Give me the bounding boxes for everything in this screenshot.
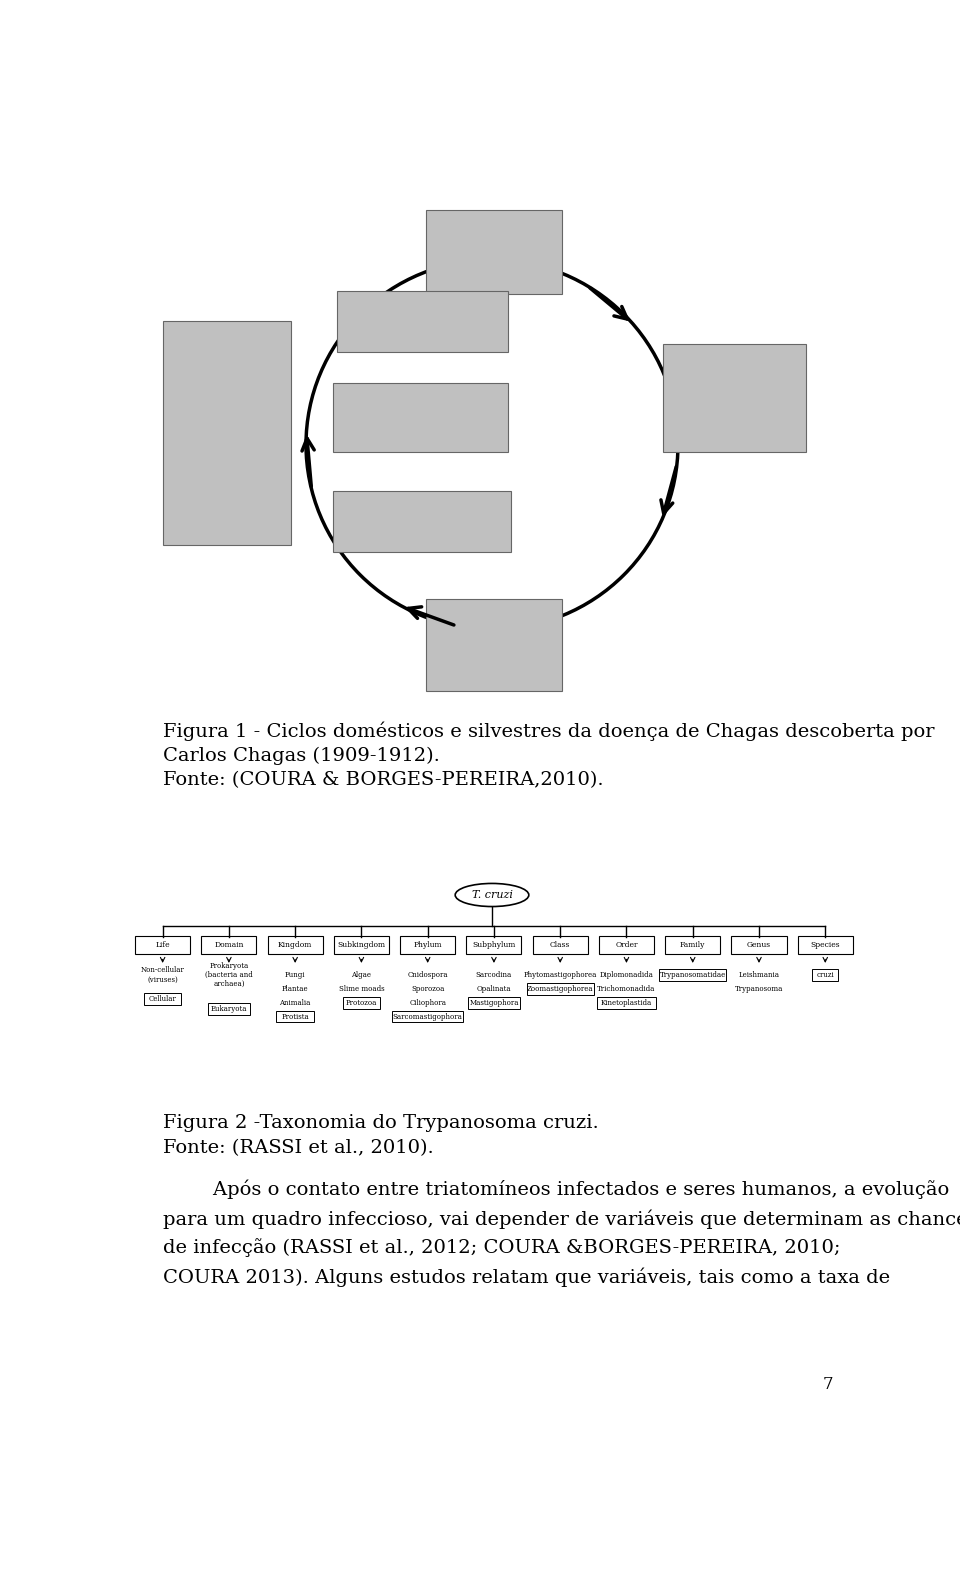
Text: COURA 2013). Alguns estudos relatam que variáveis, tais como a taxa de: COURA 2013). Alguns estudos relatam que … [162,1268,890,1287]
Text: de infecção (RASSI et al., 2012; COURA &BORGES-PEREIRA, 2010;: de infecção (RASSI et al., 2012; COURA &… [162,1238,840,1257]
Text: Life: Life [156,941,170,949]
Text: Genus: Genus [747,941,771,949]
Text: 7: 7 [823,1376,833,1393]
Text: Cellular: Cellular [149,995,177,1003]
Text: Class: Class [550,941,570,949]
Text: Animalia: Animalia [279,998,311,1006]
FancyBboxPatch shape [426,598,562,690]
FancyBboxPatch shape [400,936,455,954]
Text: Protozoa: Protozoa [346,998,377,1006]
FancyBboxPatch shape [665,936,720,954]
FancyBboxPatch shape [144,993,181,1005]
FancyBboxPatch shape [596,997,657,1009]
Text: cruzi: cruzi [816,971,834,979]
FancyBboxPatch shape [732,936,786,954]
Text: Cnidospora: Cnidospora [407,971,448,979]
FancyBboxPatch shape [202,936,256,954]
Text: Opalinata: Opalinata [476,986,512,993]
FancyBboxPatch shape [393,1011,463,1022]
Text: Figura 1 - Ciclos domésticos e silvestres da doença de Chagas descoberta por: Figura 1 - Ciclos domésticos e silvestre… [162,722,934,741]
Text: Eukaryota: Eukaryota [210,1005,247,1013]
Text: Trypanosoma: Trypanosoma [734,986,783,993]
Text: Carlos Chagas (1909-1912).: Carlos Chagas (1909-1912). [162,746,440,765]
Text: Fungi: Fungi [285,971,305,979]
FancyBboxPatch shape [467,936,521,954]
FancyBboxPatch shape [662,344,805,452]
Text: Fonte: (COURA & BORGES-PEREIRA,2010).: Fonte: (COURA & BORGES-PEREIRA,2010). [162,771,603,789]
FancyBboxPatch shape [527,984,594,995]
FancyBboxPatch shape [337,290,508,352]
Text: Kinetoplastida: Kinetoplastida [601,998,652,1006]
Text: Family: Family [680,941,706,949]
FancyBboxPatch shape [599,936,654,954]
Text: Mastigophora: Mastigophora [469,998,518,1006]
Text: Order: Order [615,941,637,949]
Text: Protista: Protista [281,1013,309,1020]
Text: Zoomastigophorea: Zoomastigophorea [527,986,593,993]
Text: Sarcomastigophora: Sarcomastigophora [393,1013,463,1020]
FancyBboxPatch shape [208,1003,250,1014]
FancyBboxPatch shape [135,936,190,954]
FancyBboxPatch shape [468,997,520,1009]
Text: Prokaryota
(bacteria and
archaea): Prokaryota (bacteria and archaea) [205,962,252,989]
FancyBboxPatch shape [426,209,562,295]
Text: Sporozoa: Sporozoa [411,986,444,993]
FancyBboxPatch shape [660,970,727,981]
FancyBboxPatch shape [276,1011,314,1022]
Text: Trypanosomatidae: Trypanosomatidae [660,971,726,979]
Text: Após o contato entre triatomíneos infectados e seres humanos, a evolução: Após o contato entre triatomíneos infect… [162,1179,948,1200]
Text: Phytomastigophorea: Phytomastigophorea [523,971,597,979]
FancyBboxPatch shape [162,321,291,544]
FancyBboxPatch shape [334,936,389,954]
Text: Domain: Domain [214,941,244,949]
FancyBboxPatch shape [268,936,323,954]
Text: Diplomonadida: Diplomonadida [600,971,654,979]
Text: Figura 2 -Taxonomia do Trypanosoma cruzi.: Figura 2 -Taxonomia do Trypanosoma cruzi… [162,1114,598,1133]
Text: Fonte: (RASSI et al., 2010).: Fonte: (RASSI et al., 2010). [162,1139,433,1157]
Text: Subphylum: Subphylum [472,941,516,949]
Text: T. cruzi: T. cruzi [471,890,513,900]
Text: Subkingdom: Subkingdom [337,941,386,949]
FancyBboxPatch shape [333,382,508,452]
Text: Ciliophora: Ciliophora [409,998,446,1006]
FancyBboxPatch shape [812,970,838,981]
FancyBboxPatch shape [533,936,588,954]
Text: Slime moads: Slime moads [339,986,384,993]
FancyBboxPatch shape [798,936,852,954]
Text: Algae: Algae [351,971,372,979]
Text: para um quadro infeccioso, vai depender de variáveis que determinam as chances: para um quadro infeccioso, vai depender … [162,1209,960,1228]
Text: Phylum: Phylum [414,941,442,949]
Text: Non-cellular
(viruses): Non-cellular (viruses) [141,966,184,984]
Text: Trichomonadida: Trichomonadida [597,986,656,993]
Text: Sarcodina: Sarcodina [476,971,512,979]
FancyBboxPatch shape [333,490,512,552]
Text: Kingdom: Kingdom [278,941,312,949]
FancyBboxPatch shape [343,997,380,1009]
Text: Species: Species [810,941,840,949]
Text: Plantae: Plantae [282,986,308,993]
Text: Leishmania: Leishmania [738,971,780,979]
